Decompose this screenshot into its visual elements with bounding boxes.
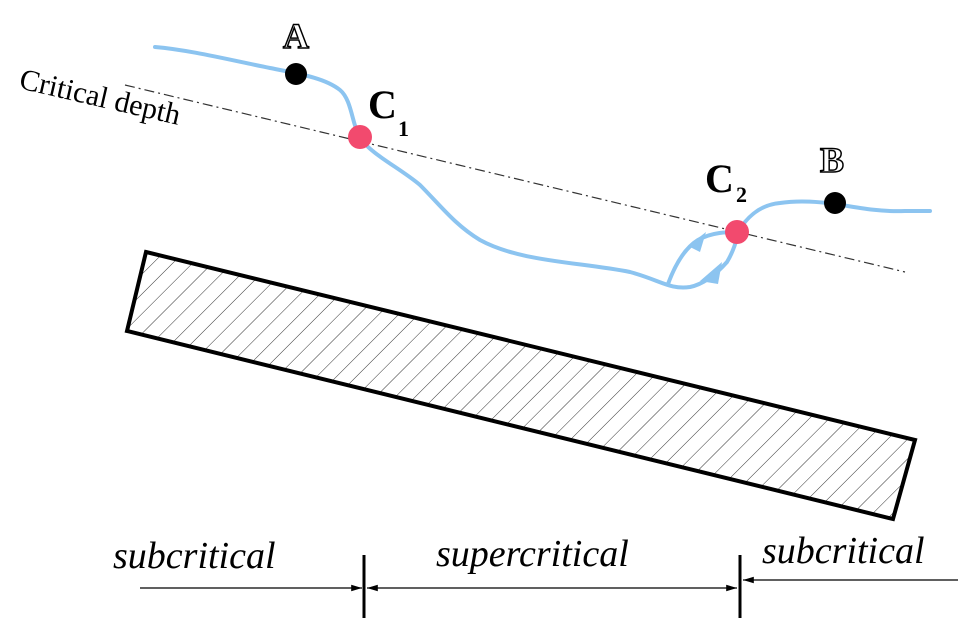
region-subcritical-left: subcritical	[113, 535, 276, 577]
point-a-marker	[285, 63, 307, 85]
point-c1-subscript: 1	[398, 116, 409, 141]
critical-depth-line	[124, 84, 906, 273]
point-b-label: B	[820, 140, 844, 180]
region-subcritical-right: subcritical	[762, 530, 925, 572]
point-c1-label: C	[368, 82, 397, 127]
channel-bed	[124, 249, 918, 522]
point-a-label: A	[283, 16, 309, 56]
jump-arrow-lower	[700, 262, 722, 284]
point-c2-label: C	[705, 156, 734, 201]
point-c2-subscript: 2	[736, 182, 747, 207]
region-supercritical: supercritical	[436, 533, 629, 575]
point-c1-marker	[348, 125, 372, 149]
water-surface-profile	[153, 45, 932, 290]
point-b-marker	[824, 192, 846, 214]
point-c2-marker	[725, 220, 749, 244]
critical-depth-label: Critical depth	[16, 63, 183, 132]
jump-arrow-upper	[688, 232, 706, 252]
